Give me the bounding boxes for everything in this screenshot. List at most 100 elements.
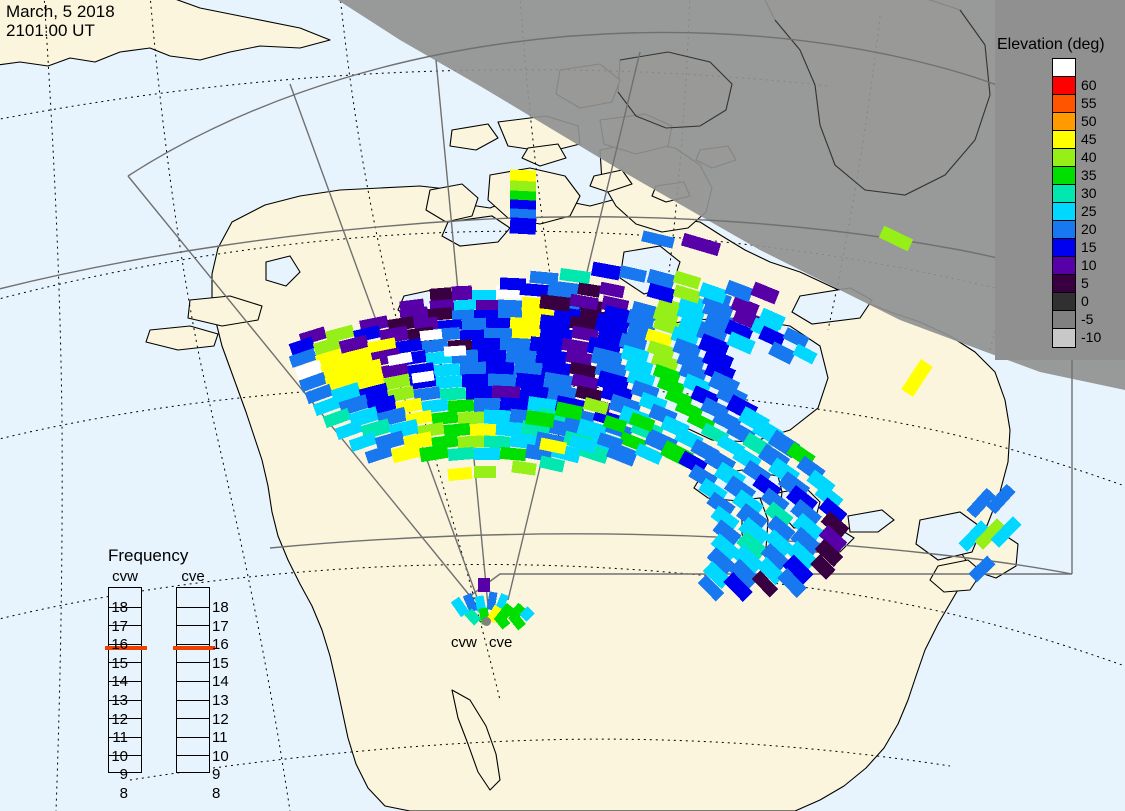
radar-cell	[447, 466, 473, 482]
colorbar-swatch-9	[1053, 221, 1075, 239]
radar-cell	[457, 435, 485, 449]
frequency-tick-label-cvw-15: 15	[111, 654, 128, 672]
radar-cell	[656, 375, 686, 397]
radar-cell	[464, 608, 482, 626]
colorbar-label-30: 30	[1081, 185, 1097, 201]
radar-cell	[505, 348, 537, 366]
colorbar-swatch-stack	[1052, 58, 1076, 348]
frequency-tick-label-cve-11: 11	[212, 729, 228, 747]
radar-cell	[569, 293, 599, 311]
radar-cell	[786, 540, 818, 572]
terminator-shadow	[337, 0, 1125, 390]
radar-site-dot	[482, 617, 491, 626]
frequency-scale-cve	[173, 587, 215, 773]
radar-cell	[710, 533, 740, 561]
radar-cell	[650, 352, 680, 372]
frequency-tick-label-cve-17: 17	[212, 617, 229, 635]
frequency-scale-cvw	[105, 587, 147, 773]
graticule-lon-5	[663, 0, 691, 311]
timestamp-block: March, 5 2018 2101:00 UT	[6, 2, 115, 40]
colorbar-tick-labels: 60 55 50 45 40 35 30 25 20 15 10 5 0 -5 -10	[1079, 76, 1123, 346]
radar-cell	[453, 299, 477, 311]
radar-cell	[706, 547, 736, 575]
land-nova-scotia	[929, 559, 983, 593]
radar-cell	[596, 432, 624, 452]
colorbar-label-0: 0	[1081, 293, 1089, 309]
radar-cell	[493, 612, 511, 630]
radar-cell	[312, 336, 342, 356]
radar-cell	[750, 281, 780, 305]
radar-cell	[348, 432, 378, 452]
colorbar-label-25: 25	[1081, 203, 1097, 219]
frequency-legend: Frequency cvw 18 17 16 15 14 13 12 11 10 9 8 cve 1…	[86, 546, 246, 801]
radar-cell	[676, 349, 706, 373]
radar-cell	[599, 281, 625, 299]
radar-cell	[491, 385, 521, 401]
radar-cell	[435, 374, 463, 390]
colorbar-swatch-10	[1053, 239, 1075, 257]
radar-cell	[334, 419, 364, 441]
frequency-tick-label-cve-10: 10	[212, 747, 229, 765]
radar-cell	[760, 487, 790, 515]
radar-cell	[547, 280, 579, 300]
radar-cell	[459, 361, 487, 377]
frequency-tick-label-cvw-10: 10	[111, 747, 128, 765]
radar-cell	[511, 460, 537, 476]
colorbar-swatch-8	[1053, 203, 1075, 221]
colorbar-swatch-14	[1053, 311, 1075, 329]
frequency-tick-line-cve-16	[177, 625, 209, 627]
radar-cell	[712, 519, 742, 547]
radar-cell	[495, 421, 523, 437]
colorbar-label-60: 60	[1081, 77, 1097, 93]
radar-cell	[419, 443, 449, 463]
radar-cell	[559, 267, 591, 285]
colorbar-swatch-1	[1053, 77, 1075, 95]
radar-cell	[474, 310, 498, 320]
radar-cell	[901, 359, 933, 397]
radar-cell	[818, 525, 848, 553]
radar-cell	[499, 446, 527, 462]
land-baja-california	[451, 689, 501, 791]
radar-cell	[411, 370, 435, 384]
radar-cell	[758, 307, 786, 331]
radar-cell	[475, 299, 499, 311]
frequency-tick-label-cve-9: 9	[212, 766, 221, 784]
radar-cell	[483, 327, 513, 341]
radar-cell	[324, 370, 356, 392]
terminator-group	[337, 0, 1125, 390]
date-label: March, 5 2018	[6, 2, 115, 21]
radar-cell	[465, 385, 493, 401]
radar-cell	[577, 282, 601, 298]
radar-cell	[450, 596, 470, 618]
radar-cell	[472, 338, 500, 352]
frequency-tick-label-cvw-16: 16	[111, 636, 128, 654]
frequency-tick-label-cve-18: 18	[212, 599, 229, 616]
radar-cell	[473, 465, 497, 479]
radar-cell	[672, 270, 702, 290]
radar-cell	[314, 348, 344, 368]
colorbar-label--5: -5	[1081, 311, 1094, 327]
land-aleutian-chain	[145, 325, 219, 351]
radar-cell	[447, 399, 475, 413]
radar-cell	[656, 297, 682, 315]
radar-cell	[732, 544, 764, 576]
frequency-tick-line-cve-13	[177, 681, 209, 682]
time-label: 2101:00 UT	[6, 21, 95, 40]
frequency-label-cve: cve	[181, 568, 205, 585]
water-amundsen-gulf	[441, 215, 511, 247]
radar-cell	[451, 285, 473, 301]
radar-cell	[634, 443, 664, 465]
graticule-lat-5	[129, 738, 951, 781]
radar-cell	[381, 361, 409, 379]
radar-cell	[736, 530, 768, 562]
colorbar-swatch-11	[1053, 257, 1075, 275]
radar-cell	[519, 384, 549, 402]
frequency-tick-label-cve-14: 14	[212, 673, 229, 691]
colorbar-label-50: 50	[1081, 113, 1097, 129]
colorbar-label-10: 10	[1081, 257, 1097, 273]
radar-cell	[364, 444, 394, 464]
colorbar-swatch-5	[1053, 149, 1075, 167]
radar-cell	[764, 529, 794, 557]
colorbar-label--10: -10	[1081, 329, 1102, 345]
